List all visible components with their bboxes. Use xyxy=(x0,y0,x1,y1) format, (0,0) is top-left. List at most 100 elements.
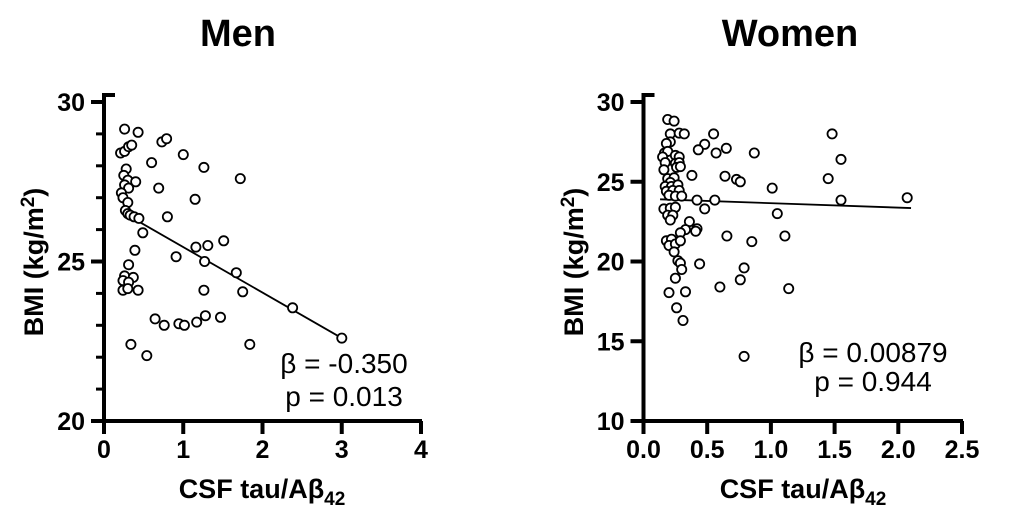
chart-title: Women xyxy=(722,13,859,55)
y-tick-label: 15 xyxy=(597,328,625,356)
data-point xyxy=(132,284,144,296)
data-point xyxy=(691,194,703,206)
data-point xyxy=(141,350,153,362)
data-point xyxy=(191,316,203,328)
data-point xyxy=(161,133,173,145)
data-point xyxy=(822,173,834,185)
data-point xyxy=(766,182,778,194)
data-point xyxy=(709,194,721,206)
data-point xyxy=(668,246,680,258)
data-point xyxy=(669,272,681,284)
data-point xyxy=(178,319,190,331)
data-point xyxy=(686,169,698,181)
x-tick-label: 2.5 xyxy=(945,436,980,464)
y-tick-label: 25 xyxy=(57,249,85,277)
data-point xyxy=(676,190,688,202)
x-tick-label: 4 xyxy=(414,436,428,464)
data-point xyxy=(734,274,746,286)
chart-title: Men xyxy=(200,13,276,55)
y-tick-label: 30 xyxy=(597,89,625,117)
data-point xyxy=(708,128,720,140)
data-point xyxy=(720,142,732,154)
axis-line xyxy=(641,93,963,423)
y-tick-label: 20 xyxy=(57,408,85,436)
data-point xyxy=(835,153,847,165)
data-point xyxy=(130,176,142,188)
annotation-beta: β = -0.350 xyxy=(280,348,407,379)
data-point xyxy=(202,239,214,251)
data-point xyxy=(237,286,249,298)
data-point xyxy=(721,230,733,242)
data-point xyxy=(734,176,746,188)
annotation-p-value: p = 0.944 xyxy=(814,366,932,397)
data-point xyxy=(674,235,686,247)
data-point xyxy=(699,203,711,215)
data-point xyxy=(663,287,675,299)
data-point xyxy=(901,192,913,204)
data-point xyxy=(122,283,134,295)
data-point xyxy=(748,147,760,159)
data-point xyxy=(287,302,299,314)
data-point xyxy=(771,208,783,220)
data-point xyxy=(779,230,791,242)
data-point xyxy=(129,244,141,256)
data-point xyxy=(658,164,670,176)
data-point xyxy=(126,139,138,151)
y-axis-label: BMI (kg/m2) xyxy=(18,188,49,337)
data-point xyxy=(674,161,686,173)
data-point xyxy=(119,123,131,135)
annotation-beta: β = 0.00879 xyxy=(798,337,947,368)
data-point xyxy=(218,235,230,247)
x-tick-label: 3 xyxy=(335,436,349,464)
data-point xyxy=(146,157,158,169)
data-point xyxy=(137,227,149,239)
data-point xyxy=(234,173,246,185)
data-point xyxy=(671,302,683,314)
data-point xyxy=(230,267,242,279)
data-point xyxy=(153,182,165,194)
data-point xyxy=(738,350,750,362)
annotation-p-value: p = 0.013 xyxy=(285,381,403,412)
x-tick-label: 2.0 xyxy=(881,436,916,464)
data-point xyxy=(783,283,795,295)
data-point xyxy=(694,258,706,270)
data-point xyxy=(214,311,226,323)
data-point xyxy=(123,259,135,271)
data-point xyxy=(199,310,211,322)
x-tick-label: 1.0 xyxy=(754,436,789,464)
data-point xyxy=(125,338,137,350)
data-point xyxy=(190,241,202,253)
x-axis-label: CSF tau/Aβ42 xyxy=(179,474,346,510)
data-point xyxy=(835,194,847,206)
data-point xyxy=(133,212,145,224)
x-tick-label: 1 xyxy=(176,436,190,464)
data-point xyxy=(714,281,726,293)
data-point xyxy=(170,251,182,263)
data-point xyxy=(198,284,210,296)
x-tick-label: 0 xyxy=(97,436,111,464)
x-tick-label: 0.0 xyxy=(626,436,661,464)
data-point xyxy=(149,313,161,325)
data-point xyxy=(690,225,702,237)
data-point xyxy=(826,128,838,140)
data-point xyxy=(158,319,170,331)
data-point xyxy=(199,255,211,267)
x-axis-label: CSF tau/Aβ42 xyxy=(720,474,887,510)
data-point xyxy=(746,236,758,248)
men-chart: Men 30 25 20 0 1 2 3 4 BMI (kg/m2) CSF tau/Aβ42 β =… xyxy=(18,13,428,510)
data-point xyxy=(677,314,689,326)
data-point xyxy=(678,128,690,140)
x-tick-label: 0.5 xyxy=(690,436,725,464)
y-tick-label: 25 xyxy=(597,169,625,197)
women-chart: Women 30 25 20 15 100.0 0.5 1.0 1.5 2.0 2.5 BMI (kg… xyxy=(558,13,979,510)
data-point xyxy=(198,161,210,173)
data-point xyxy=(668,115,680,127)
data-point xyxy=(244,338,256,350)
data-point xyxy=(676,263,688,275)
data-point xyxy=(719,170,731,182)
data-point xyxy=(336,332,348,344)
data-point xyxy=(664,214,676,226)
data-point xyxy=(161,211,173,223)
